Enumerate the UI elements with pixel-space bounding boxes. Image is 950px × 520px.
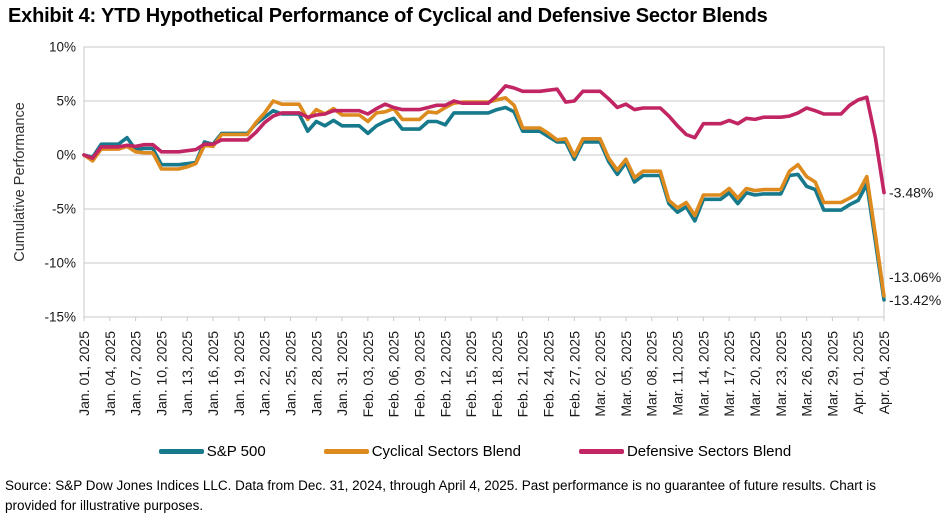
y-tick-label: -10% <box>44 256 76 271</box>
chart-title: Exhibit 4: YTD Hypothetical Performance … <box>8 5 768 27</box>
y-axis-labels: 10% 5% 0% -5% -10% -15% <box>44 40 76 325</box>
x-tick-label: Feb. 06, 2025 <box>386 331 402 418</box>
legend-item-defensive-sectors-blend: Defensive Sectors Blend <box>578 443 792 460</box>
x-tick-label: Jan. 28, 2025 <box>308 331 324 416</box>
y-tick-label: -15% <box>44 310 76 325</box>
x-tick-label: Jan. 04, 2025 <box>102 331 118 416</box>
x-tick-label: Jan. 19, 2025 <box>231 331 247 416</box>
x-tick-label: Jan. 31, 2025 <box>334 331 350 416</box>
x-tick-label: Feb. 09, 2025 <box>411 331 427 418</box>
chart-legend: S&P 500 Cyclical Sectors Blend Defensive S… <box>0 443 950 460</box>
x-tick-label: Feb. 27, 2025 <box>566 331 582 418</box>
x-tick-label: Mar. 23, 2025 <box>773 331 789 417</box>
legend-item-s-p-500: S&P 500 <box>158 443 266 460</box>
x-tick-label: Mar. 14, 2025 <box>695 331 711 417</box>
y-tick-label: 5% <box>56 94 76 109</box>
series-line-cyclical-sectors-blend <box>82 96 886 298</box>
y-tick-label: -5% <box>52 202 76 217</box>
y-tick-label: 0% <box>56 148 76 163</box>
x-tick-label: Mar. 20, 2025 <box>747 331 763 417</box>
x-tick-label: Feb. 18, 2025 <box>489 331 505 418</box>
x-tick-label: Jan. 10, 2025 <box>153 331 169 416</box>
legend-line-swatch <box>323 449 369 454</box>
x-tick-label: Jan. 01, 2025 <box>76 331 92 416</box>
x-tick-label: Feb. 15, 2025 <box>463 331 479 418</box>
x-tick-label: Jan. 16, 2025 <box>205 331 221 416</box>
x-tick-label: Feb. 21, 2025 <box>515 331 531 418</box>
x-tick-label: Mar. 26, 2025 <box>799 331 815 417</box>
plot-border <box>83 46 885 318</box>
x-tick-label: Jan. 13, 2025 <box>179 331 195 416</box>
legend-label: Defensive Sectors Blend <box>626 443 792 460</box>
x-tick-label: Mar. 02, 2025 <box>592 331 608 417</box>
y-gridlines <box>84 46 884 318</box>
x-axis-ticks <box>83 317 885 321</box>
x-tick-label: Jan. 22, 2025 <box>257 331 273 416</box>
x-tick-label: Mar. 08, 2025 <box>644 331 660 417</box>
legend-label: Cyclical Sectors Blend <box>371 443 521 460</box>
x-tick-label: Apr. 04, 2025 <box>876 331 892 415</box>
x-tick-label: Jan. 07, 2025 <box>128 331 144 416</box>
series-line-defensive-sectors-blend <box>82 84 886 195</box>
series-line-s-p-500 <box>82 105 886 302</box>
end-value-label: -13.42% <box>889 292 941 308</box>
x-tick-label: Mar. 29, 2025 <box>824 331 840 417</box>
legend-line-swatch <box>578 449 624 454</box>
legend-item-cyclical-sectors-blend: Cyclical Sectors Blend <box>323 443 521 460</box>
x-tick-label: Mar. 05, 2025 <box>618 331 634 417</box>
x-tick-label: Feb. 24, 2025 <box>541 331 557 418</box>
source-note: Source: S&P Dow Jones Indices LLC. Data … <box>5 478 876 514</box>
performance-line-chart: 10% 5% 0% -5% -10% -15%Jan. 01, 2025 Jan. 04, … <box>12 40 941 418</box>
x-tick-label: Feb. 03, 2025 <box>360 331 376 418</box>
x-axis-labels: Jan. 01, 2025 Jan. 04, 2025 Jan. 07, 2025 J… <box>76 331 892 418</box>
x-tick-label: Mar. 17, 2025 <box>721 331 737 417</box>
legend-line-swatch <box>158 449 204 454</box>
end-value-label: -3.48% <box>889 185 933 201</box>
x-tick-label: Apr. 01, 2025 <box>850 331 866 415</box>
x-tick-label: Feb. 12, 2025 <box>437 331 453 418</box>
x-tick-label: Jan. 25, 2025 <box>282 331 298 416</box>
x-tick-label: Mar. 11, 2025 <box>670 331 686 416</box>
end-value-label: -13.06% <box>889 269 941 285</box>
legend-label: S&P 500 <box>206 443 266 460</box>
y-axis-title: Cumulative Performance <box>12 102 28 262</box>
y-tick-label: 10% <box>49 40 76 55</box>
